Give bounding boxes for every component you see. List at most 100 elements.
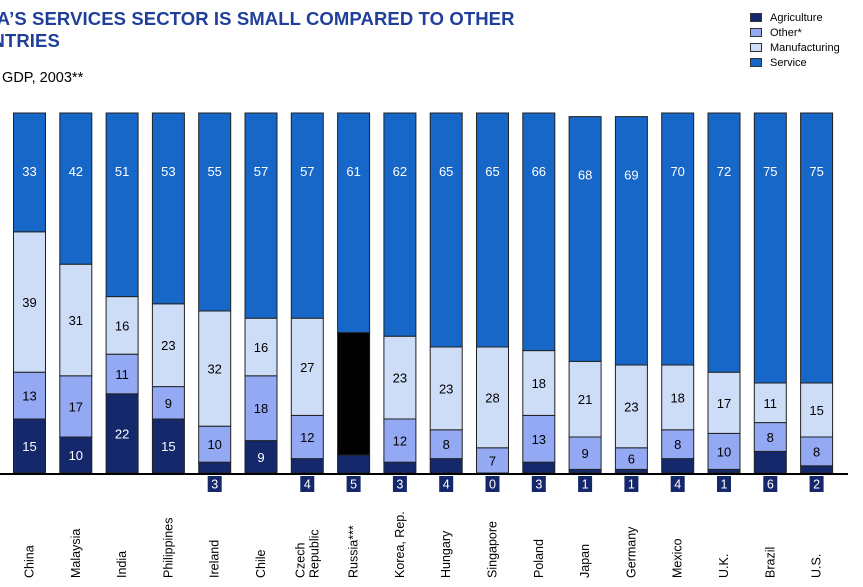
agri-box-label-japan: 1 [582, 478, 589, 492]
data-label-philippines-service: 53 [161, 164, 175, 179]
bar-segment-u-s-service [800, 112, 834, 384]
data-label-china-other: 13 [22, 389, 36, 404]
bar-segment-mexico-other [661, 429, 695, 460]
data-label-singapore-manufacturing: 28 [485, 390, 499, 405]
legend-item-service: Service [750, 55, 840, 70]
bar-segment-china-agriculture [13, 418, 46, 474]
bar-segment-hungary-agriculture [429, 458, 463, 474]
bar-segment-u-k-manufacturing [707, 371, 741, 434]
agri-box-label-u-s: 2 [813, 478, 820, 492]
bar-segment-china-manufacturing [13, 231, 46, 373]
data-label-u-s-other: 8 [813, 444, 820, 459]
agri-box-label-germany: 1 [628, 478, 635, 492]
x-tick-label-u-k: U.K. [717, 554, 731, 578]
agri-box-label-singapore: 0 [489, 478, 496, 492]
legend-label-service: Service [770, 56, 807, 69]
bar-segment-malaysia-manufacturing [59, 263, 93, 377]
bar-segment-czech-republic-agriculture [290, 458, 324, 474]
agri-box-germany [624, 476, 639, 492]
bar-segment-chile-other [244, 375, 278, 442]
agri-box-label-korea-rep: 3 [396, 478, 403, 492]
data-label-japan-other: 9 [581, 446, 588, 461]
x-tick-label-brazil: Brazil [763, 547, 777, 578]
x-tick-label-chile: Chile [254, 549, 268, 578]
bar-segment-singapore-manufacturing [476, 346, 509, 449]
data-label-russia-service: 61 [346, 164, 360, 179]
agri-box-korea-rep [392, 476, 407, 492]
bar-segment-hungary-service [429, 112, 463, 348]
x-tick-label-ireland: Ireland [208, 540, 222, 578]
bar-segment-malaysia-other [59, 375, 93, 438]
chart-title: INA’S SERVICES SECTOR IS SMALL COMPARED … [0, 8, 718, 52]
x-tick-label-philippines: Philippines [161, 518, 175, 578]
data-label-u-s-service: 75 [809, 164, 823, 179]
agri-box-u-s [809, 476, 824, 492]
data-label-ireland-service: 55 [207, 164, 221, 179]
bar-segment-malaysia-agriculture [59, 436, 93, 474]
bar-segment-singapore-other [476, 447, 509, 474]
data-label-malaysia-manufacturing: 31 [69, 313, 83, 328]
data-label-u-k-other: 10 [717, 444, 731, 459]
data-label-chile-other: 18 [254, 401, 268, 416]
legend-item-manufacturing: Manufacturing [750, 40, 840, 55]
data-label-chile-manufacturing: 16 [254, 340, 268, 355]
data-label-japan-manufacturing: 21 [578, 392, 592, 407]
x-tick-label-poland: Poland [532, 539, 546, 578]
agri-box-czech-republic [300, 476, 315, 492]
bar-segment-korea-rep-manufacturing [383, 335, 417, 420]
data-label-philippines-agriculture: 15 [161, 439, 175, 454]
x-tick-label-germany: Germany [624, 526, 638, 578]
data-label-germany-manufacturing: 23 [624, 399, 638, 414]
bar-segment-ireland-agriculture [198, 461, 232, 474]
data-label-chile-service: 57 [254, 164, 268, 179]
bar-segment-philippines-agriculture [151, 418, 185, 474]
bar-segment-russia-agriculture [337, 454, 371, 474]
data-label-singapore-other: 7 [489, 453, 496, 468]
bar-segment-mexico-manufacturing [661, 364, 695, 431]
agri-box-russia [346, 476, 361, 492]
x-tick-label-mexico: Mexico [671, 538, 685, 578]
chart-subtitle: f GDP, 2003** [0, 70, 84, 86]
agri-box-label-hungary: 4 [443, 478, 450, 492]
legend-item-agriculture: Agriculture [750, 10, 840, 25]
x-tick-label-korea-rep: Korea, Rep. [393, 511, 407, 578]
legend-label-manufacturing: Manufacturing [770, 41, 840, 54]
bar-segment-malaysia-service [59, 112, 93, 265]
bar-segment-philippines-manufacturing [151, 303, 185, 388]
agri-box-label-u-k: 1 [721, 478, 728, 492]
legend: Agriculture Other* Manufacturing Service [750, 10, 840, 70]
legend-swatch-manufacturing [750, 43, 762, 52]
data-label-singapore-service: 65 [485, 164, 499, 179]
data-label-czech-republic-service: 57 [300, 164, 314, 179]
data-label-mexico-manufacturing: 18 [670, 390, 684, 405]
bar-segment-ireland-manufacturing [198, 310, 232, 427]
bar-segment-brazil-service [753, 112, 787, 384]
bar-segment-japan-service [568, 116, 602, 362]
agri-box-poland [531, 476, 546, 492]
bar-segment-poland-other [522, 414, 556, 463]
bar-segment-germany-agriculture [614, 468, 648, 474]
agri-box-hungary [439, 476, 454, 492]
legend-swatch-other [750, 28, 762, 37]
data-label-u-s-manufacturing: 15 [809, 403, 823, 418]
bar-segment-germany-service [614, 116, 648, 366]
legend-item-other: Other* [750, 25, 840, 40]
bar-segment-u-s-agriculture [800, 465, 834, 474]
bar-segment-czech-republic-manufacturing [290, 317, 324, 416]
bar-segment-philippines-other [151, 386, 185, 420]
agri-box-u-k [717, 476, 731, 492]
data-label-brazil-service: 75 [763, 164, 777, 179]
legend-label-other: Other* [770, 26, 802, 39]
agri-box-ireland [207, 476, 222, 492]
agri-box-label-mexico: 4 [674, 478, 681, 492]
data-label-brazil-manufacturing: 11 [764, 396, 778, 411]
bar-segment-japan-manufacturing [568, 360, 602, 438]
bar-segment-hungary-other [429, 429, 463, 460]
bar-segment-chile-service [244, 112, 278, 319]
bar-segment-india-manufacturing [105, 296, 139, 355]
data-label-philippines-manufacturing: 23 [161, 338, 175, 353]
data-label-czech-republic-other: 12 [300, 430, 314, 445]
bar-segment-mexico-agriculture [661, 458, 695, 474]
agri-box-japan [578, 476, 593, 492]
